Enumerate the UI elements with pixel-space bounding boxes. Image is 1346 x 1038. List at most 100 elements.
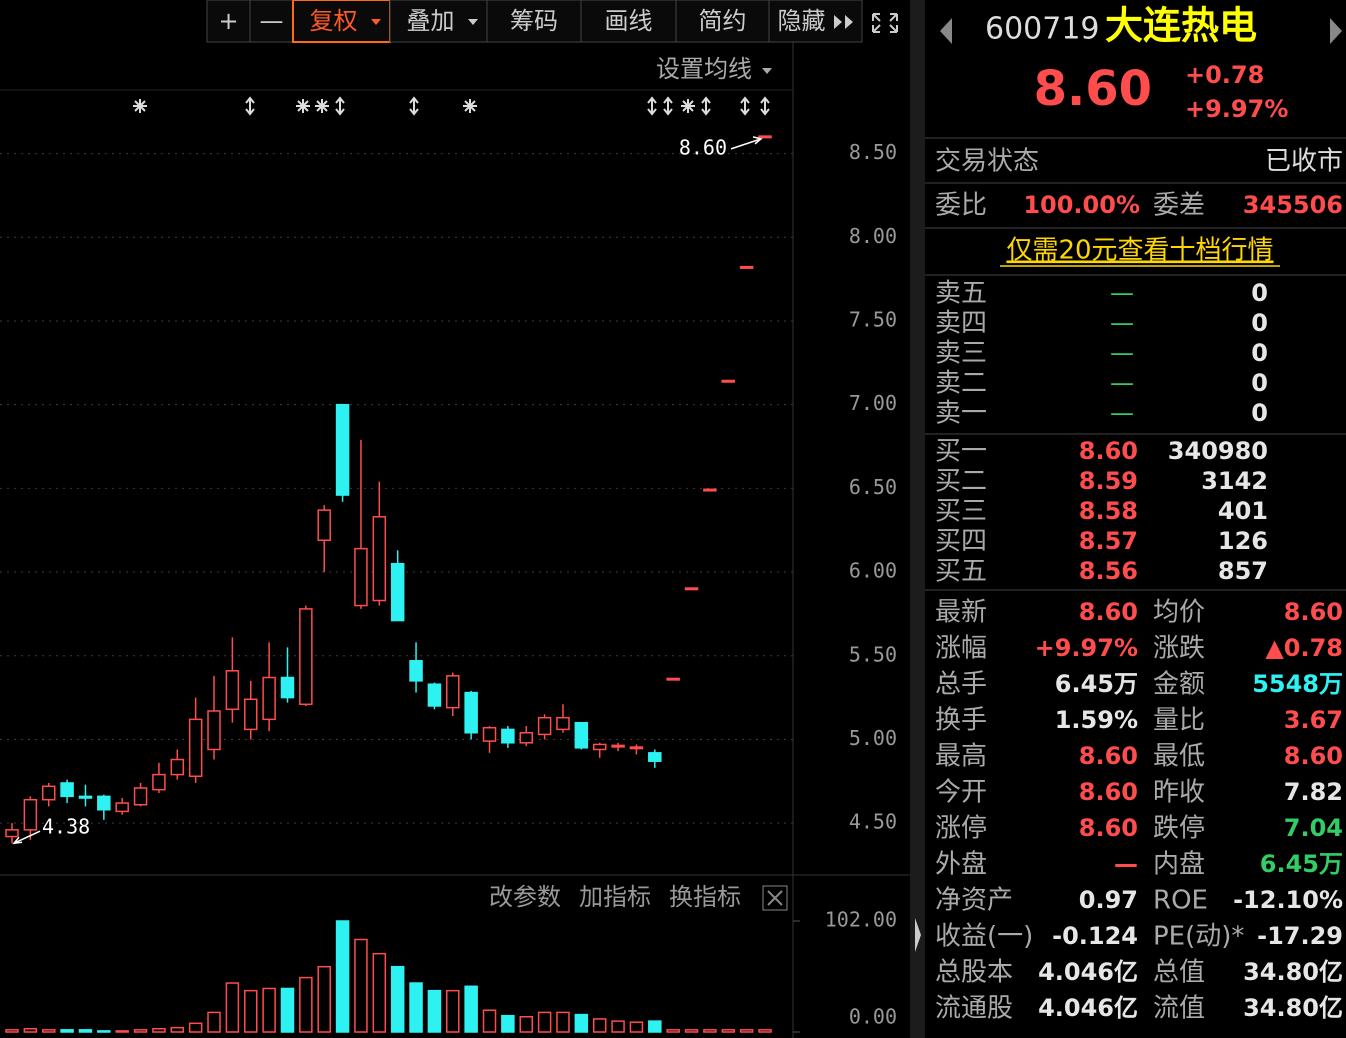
stat-label: 流通股	[935, 994, 1013, 1024]
stat-label: ROE	[1153, 886, 1208, 916]
close-button[interactable]	[762, 885, 788, 911]
event-arrow	[663, 96, 673, 116]
order-price: 8.60	[1079, 437, 1138, 465]
volume-bar	[409, 982, 423, 1033]
candle-body	[262, 676, 276, 721]
stat-value: 6.45万	[1055, 670, 1138, 698]
splitter-arrow[interactable]	[915, 918, 921, 952]
volume-bar	[390, 965, 405, 1033]
splitter[interactable]	[910, 0, 925, 1038]
candle-body	[537, 716, 552, 736]
toolbar-button[interactable]	[486, 0, 582, 43]
stat-value: 8.60	[1079, 778, 1138, 806]
order-volume: 126	[1218, 527, 1268, 555]
order-price: 8.59	[1079, 467, 1138, 495]
volume-bar	[41, 1029, 56, 1033]
volume-bar	[427, 989, 442, 1033]
next-stock[interactable]	[1330, 18, 1342, 44]
candle-body	[684, 587, 699, 591]
volume-bar	[207, 1011, 221, 1033]
stat-value: ▲0.78	[1265, 634, 1343, 662]
stat-label: 收益(一)	[935, 922, 1033, 952]
label: 委差	[1153, 191, 1205, 221]
stat-value: -0.124	[1052, 922, 1138, 950]
promo-link[interactable]: 仅需20元查看十档行情	[1006, 236, 1273, 266]
event-arrow	[701, 96, 711, 116]
close-box[interactable]	[762, 885, 788, 911]
label: 交易状态	[935, 147, 1039, 177]
toolbar-button[interactable]	[580, 0, 677, 43]
order-price: 8.57	[1079, 527, 1138, 555]
order-label: 买一	[935, 437, 987, 467]
candle-body	[5, 829, 19, 838]
indicator-button[interactable]: 换指标	[669, 883, 741, 911]
candle-body	[721, 379, 736, 383]
annotation-arrow	[730, 136, 763, 150]
toolbar-label[interactable]: —	[260, 7, 284, 35]
value: 345506	[1243, 191, 1343, 219]
candle-body	[23, 798, 38, 831]
y-tick-label: 7.50	[849, 307, 897, 331]
price-change: +0.78	[1185, 61, 1264, 89]
toolbar-button[interactable]	[206, 0, 251, 43]
toolbar-label[interactable]: 简约	[699, 7, 747, 35]
y-tick-label: 0.00	[849, 1005, 897, 1029]
stat-value: -12.10%	[1233, 886, 1343, 914]
event-arrow	[647, 96, 657, 116]
candle-body	[225, 670, 240, 711]
order-price: 8.56	[1079, 557, 1138, 585]
stat-label: 净资产	[935, 886, 1013, 916]
indicator-button[interactable]: 改参数	[489, 883, 561, 911]
expand-arrow[interactable]	[845, 15, 853, 29]
candle-body	[60, 782, 74, 798]
annotation-arrow	[12, 830, 41, 845]
candle-body	[409, 660, 423, 682]
dropdown-arrow[interactable]	[762, 68, 772, 74]
candle-body	[427, 683, 442, 707]
change-percent: +9.97%	[1185, 95, 1288, 123]
candle-body	[703, 488, 717, 492]
candle-body	[317, 509, 331, 542]
volume-bar	[592, 1018, 607, 1033]
toolbar-label[interactable]: 画线	[605, 7, 653, 35]
stat-label: 涨跌	[1153, 634, 1205, 664]
volume-bar	[629, 1021, 644, 1033]
close-icon[interactable]	[767, 890, 783, 906]
toolbar-label[interactable]: 叠加	[407, 7, 455, 35]
event-arrow	[740, 96, 750, 116]
order-volume: 340980	[1168, 437, 1268, 465]
expand-arrow[interactable]	[834, 15, 842, 29]
prev-stock[interactable]	[940, 18, 952, 44]
candle-body	[335, 403, 350, 496]
indicator-button[interactable]: 加指标	[579, 883, 651, 911]
event-star	[296, 99, 310, 113]
volume-bar	[262, 987, 276, 1033]
toolbar-label[interactable]: 筹码	[510, 7, 558, 35]
fullscreen-icon[interactable]	[872, 13, 898, 33]
candle-body	[133, 787, 148, 806]
candle-body	[519, 731, 533, 744]
toolbar-label[interactable]: 复权	[310, 7, 358, 35]
candle-body	[390, 562, 405, 622]
label: 委比	[935, 191, 987, 221]
event-arrow	[409, 96, 419, 116]
ma-setting[interactable]: 设置均线	[656, 55, 752, 83]
volume-bar	[60, 1029, 74, 1033]
dropdown-arrow[interactable]	[371, 19, 381, 25]
stat-label: PE(动)*	[1153, 922, 1244, 952]
stock-name: 大连热电	[1105, 4, 1257, 48]
toolbar-label[interactable]: 隐藏	[778, 7, 826, 35]
order-volume: 0	[1251, 339, 1268, 367]
order-label: 卖一	[935, 399, 987, 429]
toolbar-label[interactable]: +	[218, 7, 238, 35]
stat-value: 8.60	[1284, 598, 1343, 626]
order-label: 卖三	[935, 339, 987, 369]
stat-value: 8.60	[1079, 742, 1138, 770]
stat-value: +9.97%	[1035, 634, 1138, 662]
dropdown-arrow[interactable]	[468, 19, 478, 25]
candle-body	[574, 721, 589, 749]
order-label: 卖四	[935, 309, 987, 339]
stat-value: 7.04	[1284, 814, 1343, 842]
stat-value: 8.60	[1284, 742, 1343, 770]
